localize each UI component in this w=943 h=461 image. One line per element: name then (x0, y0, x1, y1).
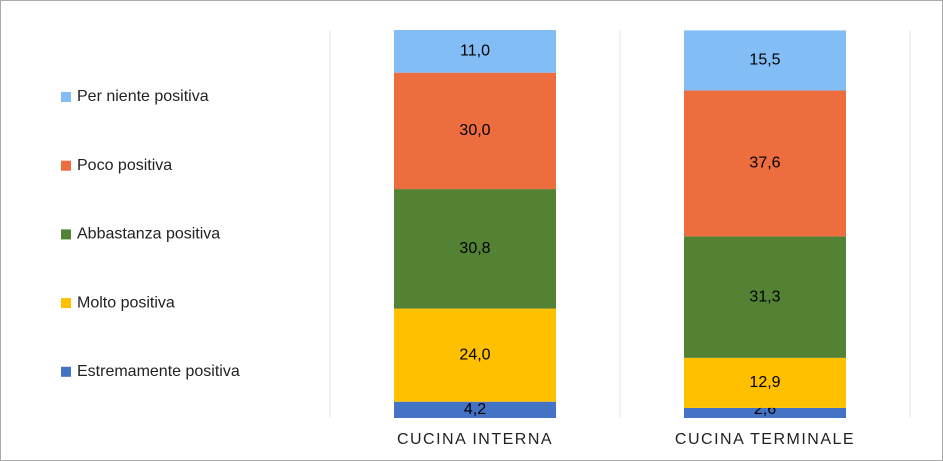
x-tick-label: CUCINA INTERNA (397, 431, 553, 448)
value-label: 11,0 (460, 43, 490, 60)
value-label: 30,8 (459, 240, 490, 257)
bar-segment (684, 357, 846, 408)
legend-label: Estremamente positiva (77, 363, 240, 380)
value-label: 30,0 (459, 122, 490, 139)
value-label: 15,5 (749, 52, 780, 69)
legend-label: Molto positiva (77, 294, 175, 311)
legend-swatch (61, 298, 71, 309)
bar-segment (394, 308, 556, 402)
value-label: 4,2 (464, 401, 486, 418)
bar-segment (394, 30, 556, 73)
bar-segment (684, 236, 846, 358)
bar-segment (684, 30, 846, 91)
legend-label: Abbastanza positiva (77, 226, 220, 243)
bar-segment (684, 90, 846, 237)
value-label: 31,3 (749, 288, 780, 305)
bar-segment (394, 72, 556, 190)
bar-segment (684, 407, 846, 418)
legend-swatch (61, 92, 71, 102)
legend-swatch (61, 366, 71, 377)
legend-swatch (61, 229, 71, 240)
bar-segment (394, 401, 556, 418)
value-label: 24,0 (459, 346, 490, 363)
value-label: 37,6 (749, 155, 780, 172)
value-label: 12,9 (749, 374, 780, 391)
x-tick-label: CUCINA TERMINALE (675, 431, 855, 448)
legend-swatch (61, 160, 71, 171)
legend-label: Poco positiva (77, 157, 172, 174)
legend-label: Per niente positiva (77, 88, 209, 105)
bar-segment (394, 189, 556, 309)
